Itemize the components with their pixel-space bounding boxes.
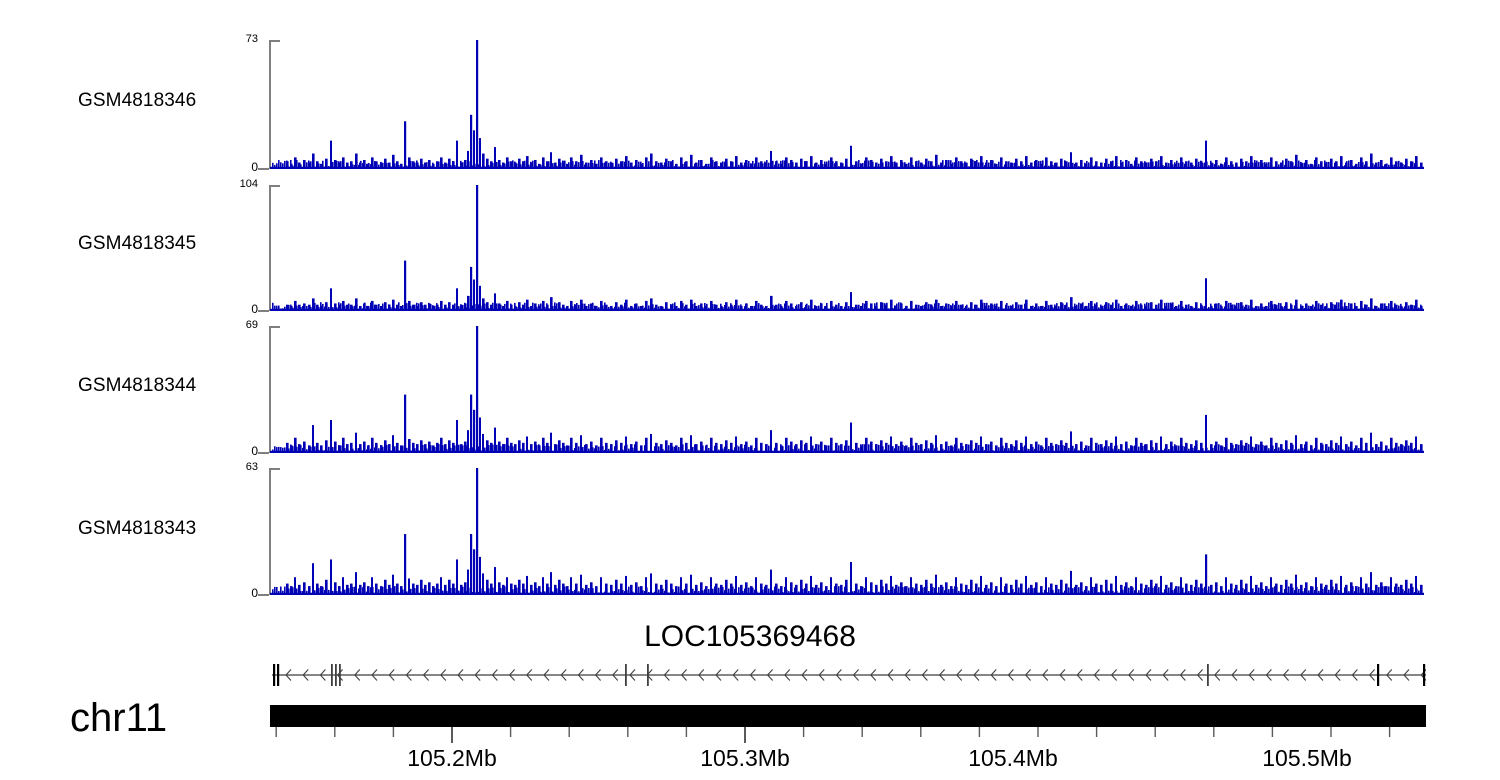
ruler-tick-label: 105.3Mb (700, 745, 790, 771)
y-axis-zero-cap (258, 168, 269, 170)
y-axis-max-label: 63 (245, 461, 258, 473)
coordinate-ruler (270, 727, 1426, 777)
y-axis-zero-cap (258, 310, 269, 312)
track-label-gsm4818343: GSM4818343 (78, 518, 197, 539)
coverage-plot-gsm4818343[interactable] (270, 468, 1426, 595)
gene-name-label: LOC105369468 (644, 620, 856, 653)
ideogram-bar[interactable] (270, 705, 1426, 727)
y-axis-zero-label: 0 (251, 302, 258, 316)
y-axis-zero-label: 0 (251, 586, 258, 600)
y-axis-max-label: 69 (245, 319, 258, 331)
y-axis-max-label: 73 (245, 33, 258, 45)
chromosome-label: chr11 (70, 696, 168, 740)
ruler-tick-label: 105.2Mb (407, 745, 497, 771)
track-label-gsm4818344: GSM4818344 (78, 375, 197, 396)
y-axis-zero-label: 0 (251, 160, 258, 174)
ruler-tick-label: 105.4Mb (968, 745, 1058, 771)
y-axis-zero-cap (258, 594, 269, 596)
y-axis-top-cap (269, 185, 280, 187)
y-axis-line (269, 40, 271, 169)
coverage-plot-gsm4818344[interactable] (270, 326, 1426, 453)
y-axis-top-cap (269, 468, 280, 470)
track-label-gsm4818345: GSM4818345 (78, 233, 197, 254)
y-axis-top-cap (269, 40, 280, 42)
y-axis-zero-cap (258, 452, 269, 454)
gene-model-track[interactable] (270, 658, 1426, 692)
y-axis-line (269, 468, 271, 595)
y-axis-line (269, 185, 271, 311)
y-axis-top-cap (269, 326, 280, 328)
track-label-gsm4818346: GSM4818346 (78, 90, 197, 111)
ruler-tick-label: 105.5Mb (1262, 745, 1352, 771)
coverage-plot-gsm4818346[interactable] (270, 40, 1426, 169)
y-axis-line (269, 326, 271, 453)
y-axis-zero-label: 0 (251, 444, 258, 458)
coverage-plot-gsm4818345[interactable] (270, 185, 1426, 311)
y-axis-max-label: 104 (239, 178, 258, 190)
